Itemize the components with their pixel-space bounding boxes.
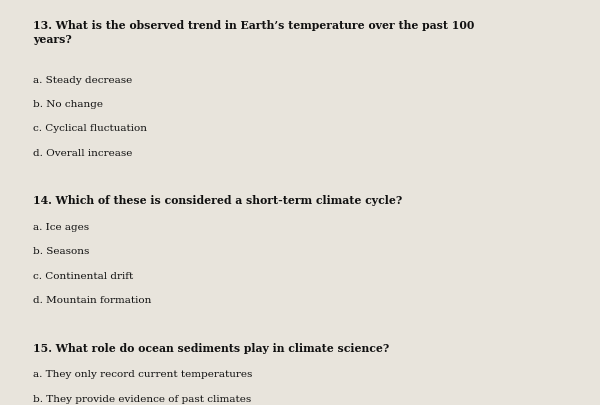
Text: b. They provide evidence of past climates: b. They provide evidence of past climate…	[33, 394, 251, 403]
Text: a. Steady decrease: a. Steady decrease	[33, 75, 132, 84]
Text: c. Cyclical fluctuation: c. Cyclical fluctuation	[33, 124, 147, 133]
Text: 15. What role do ocean sediments play in climate science?: 15. What role do ocean sediments play in…	[33, 342, 389, 353]
Text: d. Mountain formation: d. Mountain formation	[33, 295, 151, 304]
Text: c. Continental drift: c. Continental drift	[33, 271, 133, 280]
Text: 13. What is the observed trend in Earth’s temperature over the past 100
years?: 13. What is the observed trend in Earth’…	[33, 20, 475, 45]
Text: a. Ice ages: a. Ice ages	[33, 222, 89, 231]
Text: b. Seasons: b. Seasons	[33, 247, 89, 256]
Text: d. Overall increase: d. Overall increase	[33, 148, 133, 157]
Text: a. They only record current temperatures: a. They only record current temperatures	[33, 369, 253, 378]
Text: b. No change: b. No change	[33, 100, 103, 109]
Text: 14. Which of these is considered a short-term climate cycle?: 14. Which of these is considered a short…	[33, 195, 402, 206]
